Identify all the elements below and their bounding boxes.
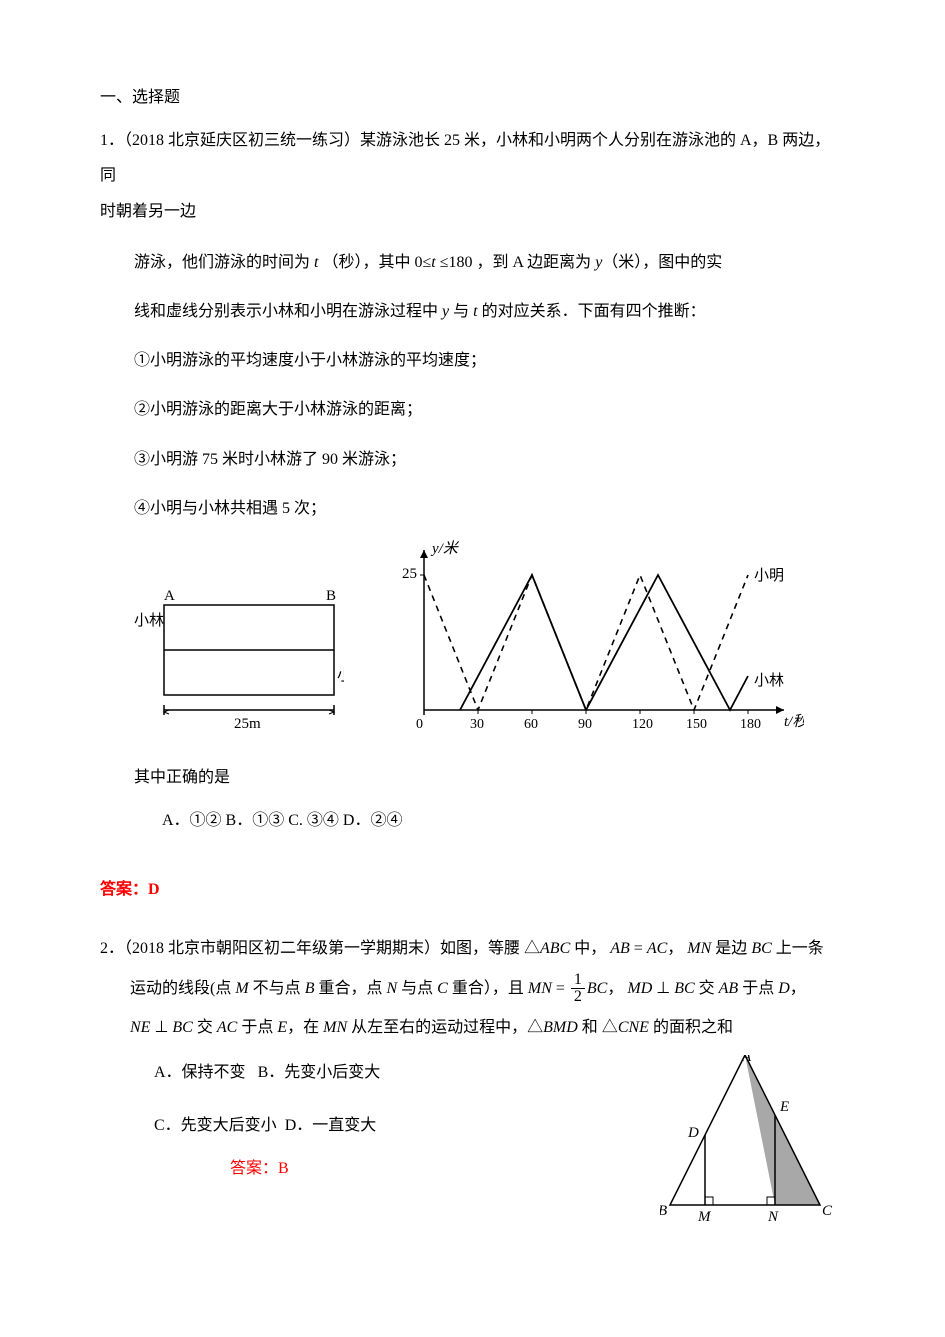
tri-Mv: M	[697, 1209, 712, 1225]
q2-l2h: 于点	[738, 980, 778, 997]
pool-ming: 小明	[337, 667, 344, 684]
q1-s2: ②小明游泳的距离大于小林游泳的距离；	[100, 392, 845, 427]
q2-options-row1: A．保持不变 B．先变小后变大	[100, 1055, 655, 1090]
q1-l3: 线和虚线分别表示小林和小明在游泳过程中 y 与 t 的对应关系．下面有四个推断：	[134, 303, 706, 320]
q2-optC: C．先变大后变小	[154, 1117, 277, 1134]
q2-ac2: AC	[217, 1019, 237, 1036]
q2-l2g: 交	[695, 980, 719, 997]
pool-B: B	[326, 588, 336, 604]
swim-chart: 25 y/米 t/秒 0 30 60 90 120 150 180 小明 小林	[384, 540, 804, 740]
q2-NE: NE	[130, 1019, 150, 1036]
q2-l2i: ，	[790, 980, 806, 997]
tri-Ev: E	[779, 1099, 789, 1115]
q1-s3: ③小明游 75 米时小林游了 90 米游泳；	[100, 442, 845, 477]
q2-mn2: MN	[528, 980, 552, 997]
tri-Bv: B	[660, 1203, 667, 1219]
q1-ans-label: 答案：	[100, 881, 148, 898]
xt0: 0	[416, 717, 423, 732]
q2-BMD: BMD	[543, 1019, 578, 1036]
q2-l1a: 2．（2018 北京市朝阳区初二年级第一学期期末）如图，等腰 △	[100, 940, 540, 957]
q2-l3e: 从左至右的运动过程中，△	[347, 1019, 543, 1036]
q2-options-row2: C．先变大后变小 D．一直变大	[100, 1108, 655, 1143]
q2-mn: MN	[687, 940, 711, 957]
xt4: 120	[632, 717, 653, 732]
q2-answer: 答案：B	[100, 1151, 655, 1186]
q2-l1e: 上一条	[772, 940, 824, 957]
xt5: 150	[686, 717, 707, 732]
q2-stem: 2．（2018 北京市朝阳区初二年级第一学期期末）如图，等腰 △ABC 中， A…	[100, 931, 845, 1045]
q2-l2b: 不与点	[249, 980, 305, 997]
ylabel: y/米	[430, 540, 460, 557]
xt6: 180	[740, 717, 761, 732]
pool-lin: 小林	[134, 612, 164, 629]
q1-line1b: 时朝着另一边	[100, 203, 196, 220]
q1-line2: 游泳，他们游泳的时间为 t （秒），其中 0≤t ≤180 ，到 A 边距离为 …	[100, 245, 845, 280]
q2-l2a: 运动的线段(点	[130, 980, 235, 997]
q2-optB: B．先变小后变大	[258, 1064, 381, 1081]
q1-answer: 答案：D	[100, 872, 845, 907]
q2-l2d: 与点	[397, 980, 437, 997]
q2-M: M	[235, 980, 248, 997]
pool-A: A	[164, 588, 175, 604]
triangle-figure: A B C D E M N	[660, 1055, 840, 1235]
xlabel: t/秒	[784, 713, 804, 730]
q2-l3d: ，在	[287, 1019, 323, 1036]
q2-l1d: 是边	[711, 940, 751, 957]
q2-ab2: AB	[719, 980, 739, 997]
tri-Dv: D	[687, 1125, 699, 1141]
q2-l2e: 重合），且	[448, 980, 528, 997]
q2-l3c: 于点	[237, 1019, 277, 1036]
q1-s1: ①小明游泳的平均速度小于小林游泳的平均速度；	[100, 343, 845, 378]
q2-bc: BC	[751, 940, 771, 957]
q2-l1b: 中，	[570, 940, 606, 957]
q2-l3g: 的面积之和	[649, 1019, 733, 1036]
xt2: 60	[524, 717, 538, 732]
section-title: 一、选择题	[100, 80, 845, 115]
q1-stem-line1: 1．（2018 北京延庆区初三统一练习）某游泳池长 25 米，小林和小明两个人分…	[100, 123, 845, 229]
xt3: 90	[578, 717, 592, 732]
q2-bc2: BC	[587, 980, 607, 997]
q1-correct: 其中正确的是	[100, 760, 845, 795]
q2-l2f: ，	[607, 980, 623, 997]
tri-A: A	[741, 1055, 752, 1065]
q2-l1c: ，	[667, 940, 683, 957]
q2-bc3: BC	[674, 980, 694, 997]
q1-line3: 线和虚线分别表示小林和小明在游泳过程中 y 与 t 的对应关系．下面有四个推断：	[100, 294, 845, 329]
q2-l3b: 交	[193, 1019, 217, 1036]
q2-mn3: MN	[323, 1019, 347, 1036]
q1-line1a: 1．（2018 北京延庆区初三统一练习）某游泳池长 25 米，小林和小明两个人分…	[100, 132, 830, 184]
q2-abc: ABC	[540, 940, 570, 957]
q2-MD: MD	[627, 980, 652, 997]
q2-ans-val: B	[278, 1160, 289, 1177]
pool-figure: A B 小林 小明 25m	[134, 580, 344, 740]
q2-D: D	[778, 980, 790, 997]
q2-optD: D．一直变大	[285, 1117, 377, 1134]
q2-bc4: BC	[172, 1019, 192, 1036]
pool-len: 25m	[234, 716, 261, 732]
q2-ac: AC	[647, 940, 667, 957]
q2-N: N	[386, 980, 397, 997]
ytick-25: 25	[402, 566, 417, 582]
q2-ab: AB	[610, 940, 630, 957]
legend-ming: 小明	[754, 567, 784, 584]
q2-E: E	[277, 1019, 287, 1036]
q1-options: A．①② B．①③ C. ③④ D．②④	[100, 803, 845, 838]
xt1: 30	[470, 717, 484, 732]
legend-lin: 小林	[754, 672, 784, 689]
tri-Cv: C	[822, 1203, 833, 1219]
q2-C: C	[437, 980, 448, 997]
q1-ans-val: D	[148, 881, 160, 898]
q2-optA: A．保持不变	[154, 1064, 246, 1081]
q1-s4: ④小明与小林共相遇 5 次；	[100, 491, 845, 526]
q2-l2c: 重合，点	[314, 980, 386, 997]
tri-Nv: N	[767, 1209, 779, 1225]
q2-CNE: CNE	[618, 1019, 649, 1036]
q2-ans-label: 答案：	[230, 1160, 278, 1177]
q2-B: B	[305, 980, 315, 997]
q1-l2: 游泳，他们游泳的时间为 t （秒），其中 0≤t ≤180 ，到 A 边距离为 …	[134, 254, 722, 271]
q2-l3f: 和 △	[578, 1019, 618, 1036]
